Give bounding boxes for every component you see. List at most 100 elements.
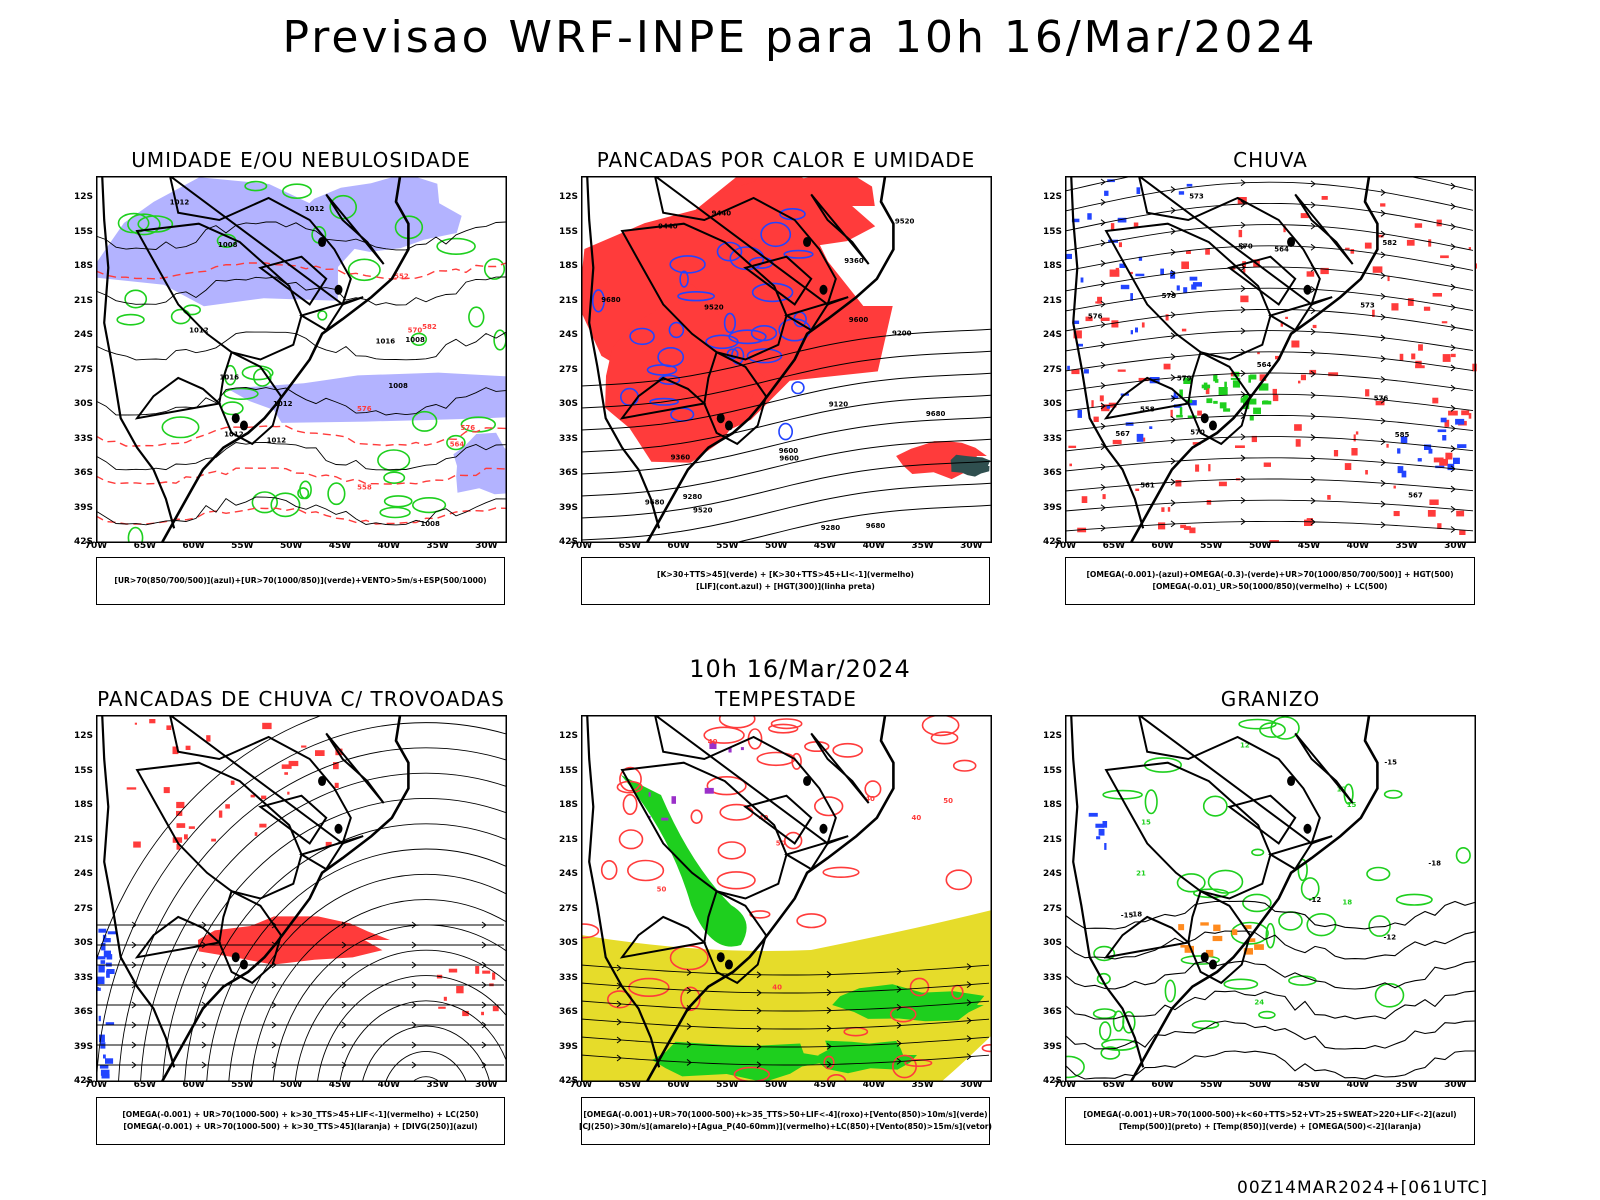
contour-label: 573 [1189,192,1204,200]
hgt500-streamline [1065,499,1474,512]
storm-area [149,719,156,724]
legend-line: [Temp(500)](preto) + [Temp(850)](verde) … [1118,1122,1422,1131]
rain-area [1118,242,1122,248]
instability-area [950,454,991,477]
precipitable-water-contour [703,726,745,744]
arrowhead [411,1001,417,1009]
lake [819,823,828,834]
panel-title-pancadas-calor: PANCADAS POR CALOR E UMIDADE [596,148,976,172]
page-title: Previsao WRF-INPE para 10h 16/Mar/2024 [282,12,1318,63]
contour-label: 40 [708,738,718,746]
arrowhead [1380,376,1386,383]
lifted-index-contour [657,347,685,368]
map-frame [1065,176,1476,543]
omega-area [1077,409,1082,418]
arrowhead [896,986,902,993]
humidity-area [227,372,507,423]
humidity-low-contour [460,416,496,433]
arrowhead [896,1004,902,1011]
rain-area [1418,344,1423,351]
lon-tick-label: 70W [569,541,593,551]
legend-line: [UR>70(850/700/500)](azul)+[UR>70(1000/8… [114,576,487,585]
lon-tick-label: 30W [960,541,983,551]
rain-area [1238,229,1243,238]
humidity-low-contour [317,310,328,321]
country-border [134,376,222,420]
wind850-area [621,775,747,947]
map-pancadas-trovoadas [96,715,507,1082]
arrowhead [1380,334,1386,342]
omega-area [1435,465,1445,469]
omega-area [1136,187,1141,194]
hgt-contour [581,416,992,475]
hail-area [1098,828,1105,836]
precipitable-water-contour [814,796,844,817]
divergence-area [97,956,106,960]
coastline [160,176,410,543]
contour-label: 15 [1347,801,1357,809]
divergence-area [107,931,117,935]
rain-area [1099,395,1104,402]
lon-tick-label: 30W [960,1080,983,1090]
omega500-area [1248,938,1256,943]
arrowhead [1450,182,1456,190]
rain-area [1130,271,1133,275]
legend-granizo: [OMEGA(-0.001)+UR>70(1000-500)+k<60+TTS>… [1065,1097,1475,1145]
lat-tick-label: 36S [73,1007,93,1017]
rain-area [1205,386,1210,395]
arrowhead [1240,497,1246,504]
contour-label: 567 [1115,430,1130,438]
country-border [299,835,364,871]
contour-label: 40 [759,814,769,822]
isobar [96,276,507,306]
rain-area [1231,267,1236,270]
divergence-area [97,976,105,985]
humidity-low-contour [412,497,447,514]
arrowhead [896,968,902,975]
omega-area [1400,436,1408,443]
precipitable-water-contour [626,859,665,882]
arrowhead [1100,178,1106,186]
rain-area [1208,464,1211,472]
country-border [743,794,813,845]
arrowhead [896,1022,902,1029]
temp850-contour [1202,795,1228,817]
rain-area [1320,267,1329,275]
lon-tick-label: 50W [279,1080,303,1090]
omega-strong-area [1263,400,1269,404]
rain-area [1295,439,1301,447]
contour-label: 9680 [866,522,886,530]
legend-pancadas-calor: [K>30+TTS>45](verde) + [K>30+TTS>45+LI<-… [581,557,990,605]
arrowhead [1170,186,1176,193]
arrowhead [271,1001,277,1009]
contour-label: 9280 [683,493,703,501]
hgt-contour [731,504,992,543]
rain-area [1364,242,1372,249]
map-frame [1065,715,1476,1082]
divergence-area [102,934,107,943]
arrowhead [756,1007,762,1015]
country-border [299,296,364,332]
rain-area [1393,485,1396,489]
arrowhead [271,1041,277,1049]
lon-tick-label: 45W [328,541,352,551]
lifted-index-contour [791,381,805,395]
arrowhead [1380,189,1386,196]
omega-area [1130,293,1133,301]
rain-area [1442,354,1451,362]
arrowhead [1170,374,1176,381]
humidity-low-contour [251,491,279,514]
omega-area [1401,470,1407,478]
arrowhead [896,1040,902,1047]
temp850-contour [1306,913,1337,937]
contour-label: 9680 [645,499,665,507]
lat-tick-label: 42S [1042,537,1062,547]
lake [1208,420,1217,431]
omega500-area [1243,948,1253,955]
storm-area [281,764,292,769]
arrowhead [1170,478,1176,486]
omega-strong-area [1253,407,1261,415]
rain-area [1161,507,1165,512]
arrowhead [1310,328,1316,336]
